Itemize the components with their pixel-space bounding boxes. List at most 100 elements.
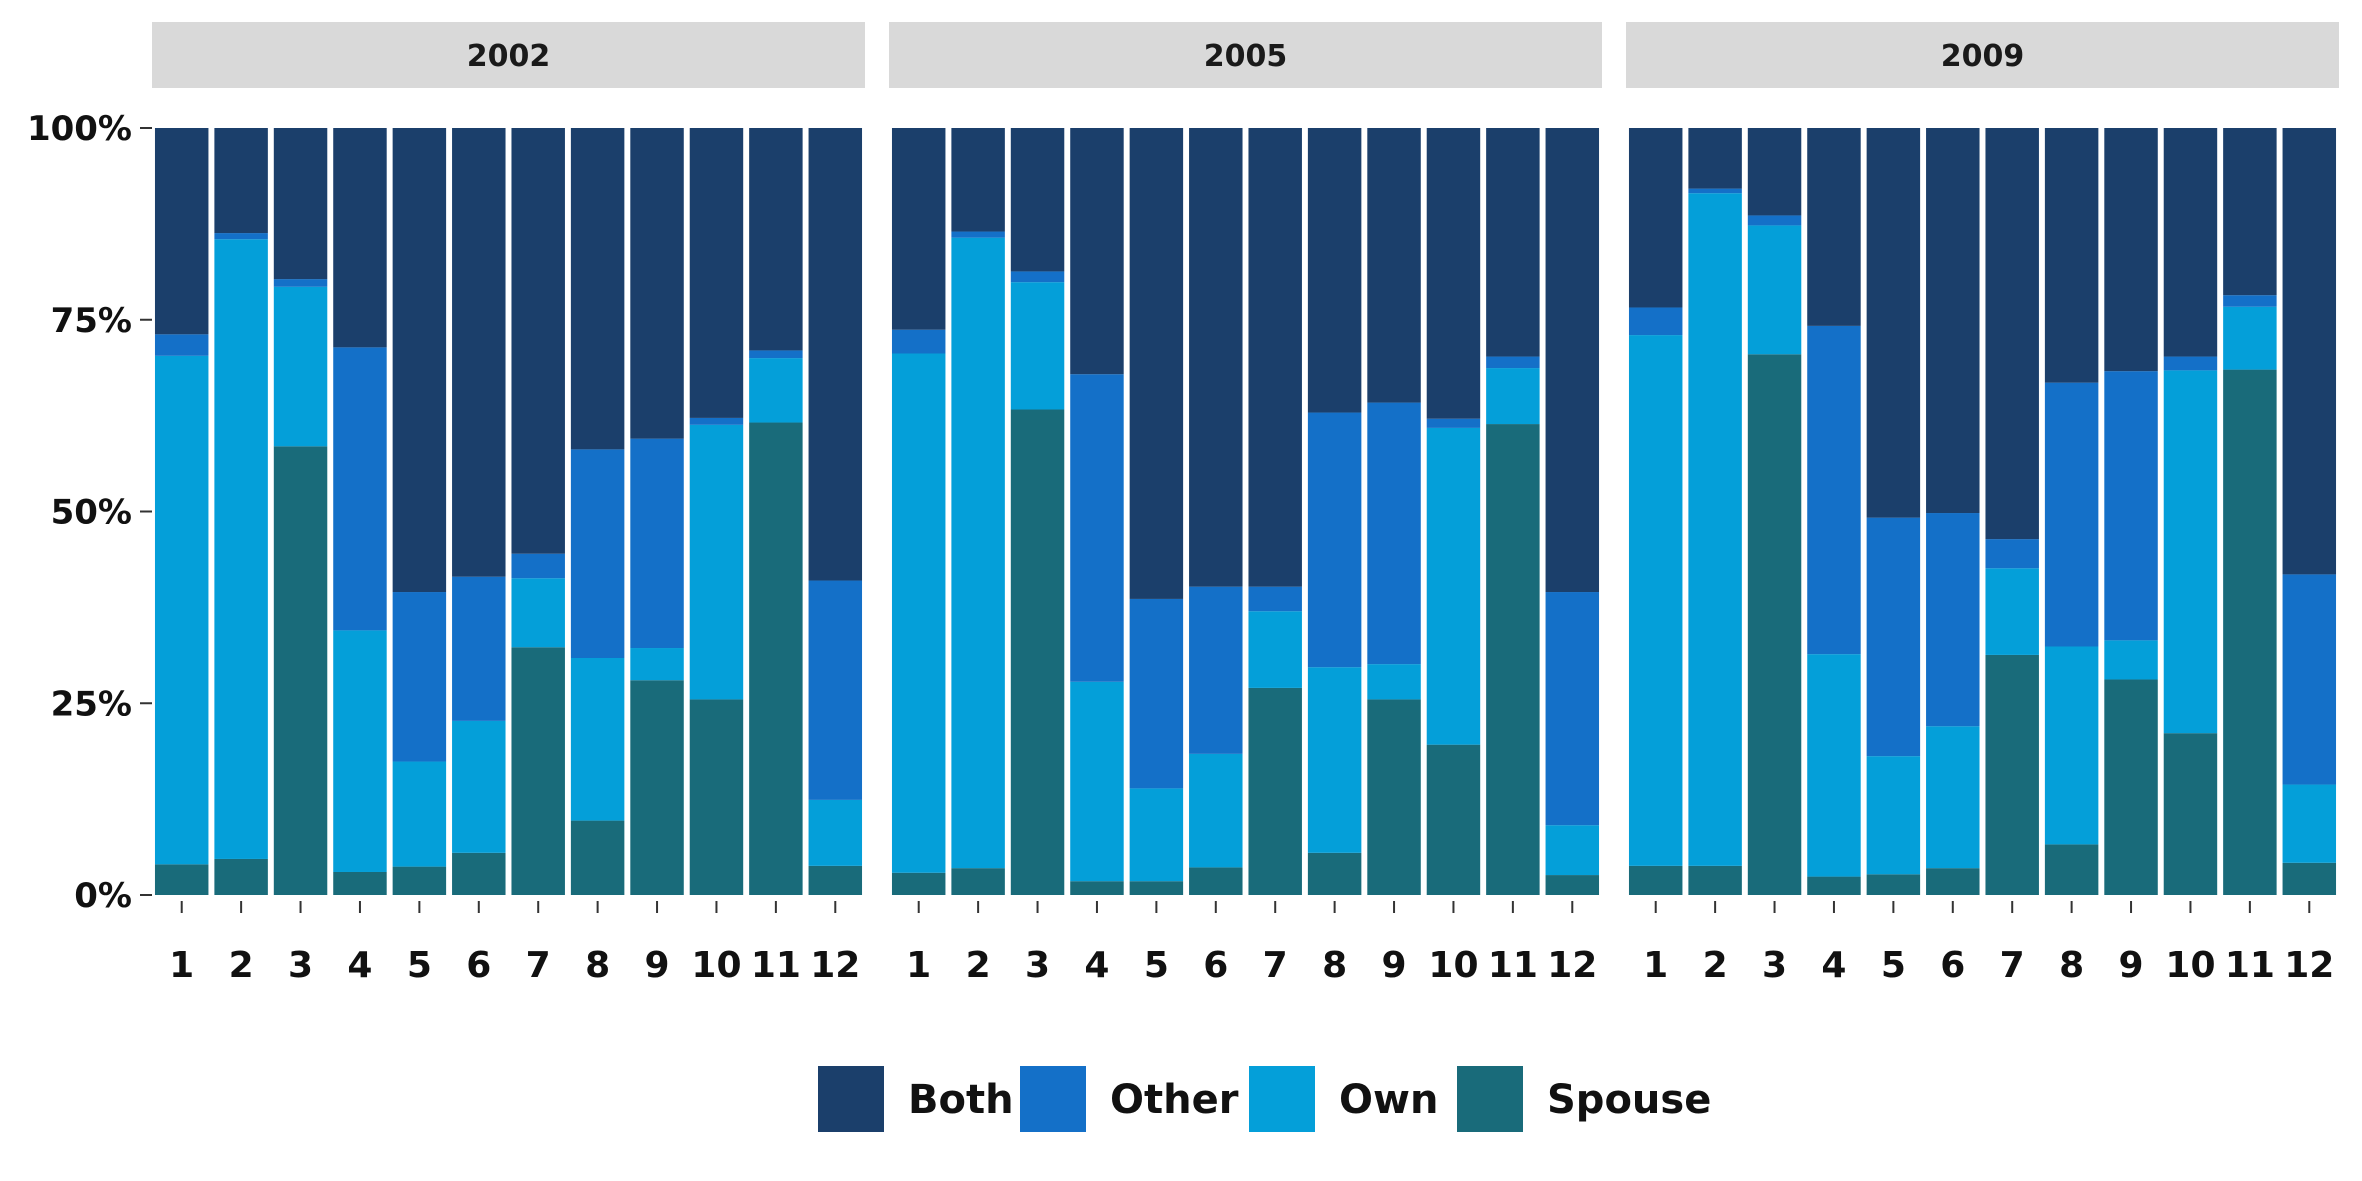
x-tick-label: 11 [2225,945,2275,986]
bar-segment-spouse [1367,699,1421,895]
bar-segment-own [1129,788,1184,882]
bar-segment-spouse [1486,424,1540,895]
bar-segment-spouse [2163,733,2218,895]
bar-segment-other [1866,517,1921,757]
bar-segment-other [1010,271,1065,283]
bar-segment-spouse [570,820,625,895]
bar-segment-own [1189,753,1243,868]
bar-segment-both [273,128,328,280]
x-tick-label: 12 [810,945,860,986]
y-tick-label: 25% [51,684,132,724]
x-tick-label: 3 [1025,945,1050,986]
bar-segment-own [1628,335,1683,866]
bar-segment-other [1486,356,1540,369]
x-tick-label: 6 [1203,945,1228,986]
bar-segment-own [1688,193,1742,866]
bar-segment-own [1070,681,1124,882]
bar-segment-both [1307,128,1362,413]
x-tick-label: 7 [1263,945,1288,986]
bar-segment-both [630,128,684,439]
bar-segment-both [452,128,506,577]
bar-segment-both [891,128,946,330]
x-tick-label: 8 [2059,945,2084,986]
bar-segment-other [630,438,684,649]
bar-segment-spouse [951,868,1005,895]
bar-segment-own [2044,646,2099,845]
x-tick-label: 9 [645,945,670,986]
facet-strip [152,22,865,88]
facet-label: 2005 [1204,39,1288,74]
bar-segment-own [1545,825,1600,876]
bar-segment-other [1248,586,1302,612]
x-tick-label: 2 [229,945,254,986]
x-tick-label: 1 [906,945,931,986]
bar-segment-other [951,231,1005,238]
bar-segment-other [2282,574,2337,785]
bar-segment-spouse [2223,369,2277,896]
bar-segment-spouse [1248,687,1302,895]
bar-segment-own [570,657,625,821]
y-tick-label: 50% [51,493,132,533]
bar-segment-spouse [1307,852,1362,895]
bar-segment-both [2223,128,2277,296]
x-tick-label: 9 [2119,945,2144,986]
bar-segment-both [951,128,1005,232]
bar-segment-both [1807,128,1861,326]
bar-segment-spouse [1747,354,1802,895]
legend-label-other: Other [1110,1077,1239,1123]
x-tick-label: 11 [751,945,801,986]
bar-segment-spouse [333,871,387,895]
bar-segment-spouse [1545,875,1600,895]
x-tick-label: 8 [585,945,610,986]
legend-key-spouse [1457,1066,1523,1132]
x-tick-label: 6 [466,945,491,986]
bar-segment-both [2044,128,2099,383]
bar-segment-spouse [630,680,684,895]
x-tick-label: 1 [169,945,194,986]
bar-segment-both [1545,128,1600,593]
bar-segment-other [1926,513,1980,727]
bar-segment-own [1486,368,1540,425]
bar-segment-other [154,334,209,356]
bar-segment-own [1747,225,1802,355]
bar-segment-spouse [1426,744,1481,895]
x-tick-label: 5 [1144,945,1169,986]
bar-segment-spouse [511,647,565,895]
bar-segment-both [1628,128,1683,308]
bar-segment-own [951,237,1005,869]
x-tick-label: 2 [966,945,991,986]
facet-strip [1626,22,2339,88]
y-tick-label: 0% [74,876,132,916]
bar-segment-spouse [1807,876,1861,895]
bar-segment-other [689,417,744,425]
bar-segment-other [333,347,387,631]
bar-segment-both [1367,128,1421,403]
facet-label: 2002 [467,39,551,74]
bar-segment-spouse [1926,868,1980,895]
legend-key-own [1249,1066,1315,1132]
legend-label-own: Own [1339,1077,1438,1123]
facet-strip [889,22,1602,88]
bar-segment-own [1248,611,1302,688]
bar-segment-own [392,761,447,867]
x-tick-label: 1 [1643,945,1668,986]
bar-segment-spouse [689,699,744,895]
bar-segment-own [2104,640,2158,680]
bar-segment-spouse [273,446,328,895]
bar-segment-own [630,648,684,681]
bar-segment-other [1807,325,1861,655]
bar-segment-both [1248,128,1302,587]
x-tick-label: 3 [288,945,313,986]
bar-segment-both [511,128,565,554]
bar-segment-both [1747,128,1802,216]
bar-segment-both [1985,128,2039,540]
legend-label-both: Both [908,1077,1014,1123]
bar-segment-own [273,286,328,447]
bar-segment-own [1367,664,1421,700]
x-tick-label: 8 [1322,945,1347,986]
x-tick-label: 5 [1881,945,1906,986]
bar-segment-both [1010,128,1065,272]
